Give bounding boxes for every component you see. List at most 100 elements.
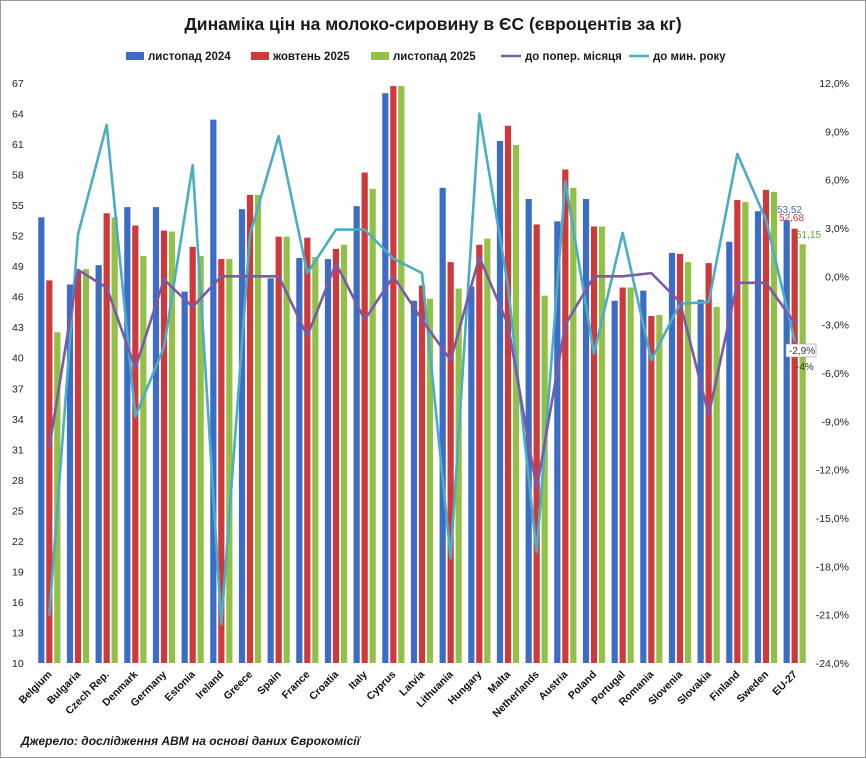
bar-3-poland bbox=[598, 226, 606, 663]
left-tick-label: 25 bbox=[12, 505, 24, 517]
bar-3-malta bbox=[512, 145, 520, 663]
bar-1-sweden bbox=[754, 211, 762, 663]
bar-1-italy bbox=[353, 206, 360, 663]
bar-2-cyprus bbox=[390, 86, 397, 664]
bar-2-poland bbox=[590, 226, 598, 663]
bar-2-eu-27 bbox=[791, 228, 798, 663]
bar-3-croatia bbox=[340, 244, 348, 664]
bar-2-romania bbox=[648, 316, 655, 663]
left-tick-label: 67 bbox=[12, 78, 24, 90]
bar-1-eu-27 bbox=[783, 220, 790, 663]
left-tick-label: 43 bbox=[12, 322, 24, 334]
bar-3-lithuania bbox=[455, 288, 462, 663]
bar-3-cyprus bbox=[398, 86, 405, 664]
left-tick-label: 46 bbox=[12, 292, 24, 304]
bar-3-finland bbox=[742, 202, 749, 664]
bar-2-germany bbox=[160, 230, 168, 664]
bar-2-italy bbox=[361, 172, 368, 664]
bar-2-bulgaria bbox=[74, 271, 82, 663]
category-label: France bbox=[280, 669, 313, 702]
right-tick-label: 3,0% bbox=[825, 223, 849, 235]
bar-2-estonia bbox=[189, 246, 196, 663]
bar-1-cyprus bbox=[382, 93, 389, 664]
bar-2-denmark bbox=[132, 225, 139, 663]
legend-label-mom: до попер. місяця bbox=[525, 51, 622, 63]
bar-1-ireland bbox=[210, 119, 217, 663]
bar-1-czech-rep- bbox=[95, 265, 102, 663]
bar-2-slovenia bbox=[676, 253, 684, 663]
bar-2-netherlands bbox=[533, 224, 540, 663]
bar-1-spain bbox=[267, 278, 274, 663]
right-tick-label: 12,0% bbox=[819, 78, 849, 90]
left-tick-label: 55 bbox=[12, 200, 24, 212]
legend-label-nov2024: листопад 2024 bbox=[148, 51, 231, 63]
left-tick-label: 34 bbox=[12, 414, 24, 426]
bar-2-greece bbox=[246, 194, 254, 663]
line-series-group bbox=[48, 112, 796, 626]
legend: листопад 2024 жовтень 2025 листопад 2025… bbox=[126, 51, 726, 63]
bar-1-malta bbox=[496, 141, 504, 663]
bar-3-sweden bbox=[770, 191, 778, 663]
bar-2-finland bbox=[734, 200, 741, 663]
category-label: Sweden bbox=[735, 669, 772, 706]
bar-2-malta bbox=[504, 125, 512, 664]
bar-1-poland bbox=[582, 199, 590, 663]
right-tick-label: -3,0% bbox=[822, 320, 849, 332]
category-label: Cyprus bbox=[364, 669, 398, 703]
right-tick-label: -24,0% bbox=[816, 658, 849, 670]
bar-1-france bbox=[296, 258, 303, 663]
bar-3-ireland bbox=[226, 259, 233, 663]
label-eu27-oct2025: 52,68 bbox=[779, 213, 804, 224]
bar-1-slovenia bbox=[668, 252, 676, 663]
left-tick-label: 61 bbox=[12, 139, 24, 151]
category-label: Ireland bbox=[194, 669, 227, 702]
bar-3-czech-rep- bbox=[111, 217, 118, 663]
left-tick-label: 28 bbox=[12, 475, 24, 487]
left-axis: 10 13 16 19 22 25 28 31 34 37 40 43 46 49 52 55 58 61 64 67 bbox=[12, 78, 24, 670]
label-eu27-mom-box bbox=[785, 343, 817, 358]
bar-3-latvia bbox=[426, 298, 434, 663]
left-tick-label: 37 bbox=[12, 383, 24, 395]
label-eu27-yoy: -4% bbox=[796, 362, 814, 373]
right-tick-label: 9,0% bbox=[825, 126, 849, 138]
bar-1-germany bbox=[152, 207, 160, 663]
bar-1-latvia bbox=[410, 300, 418, 663]
right-tick-label: 6,0% bbox=[825, 175, 849, 187]
left-tick-label: 52 bbox=[12, 231, 24, 243]
chart-title: Динаміка цін на молоко-сировину в ЄС (єв… bbox=[184, 14, 681, 34]
left-tick-label: 19 bbox=[12, 566, 24, 578]
right-axis: -24,0% -21,0% -18,0% -15,0% -12,0% -9,0% -6,0%… bbox=[816, 78, 849, 670]
bar-2-france bbox=[304, 237, 311, 664]
bar-3-italy bbox=[369, 188, 376, 663]
bar-1-netherlands bbox=[525, 199, 532, 663]
source-note: Джерело: дослідження АВМ на основі даних… bbox=[20, 734, 362, 748]
bar-1-austria bbox=[554, 221, 561, 663]
left-tick-label: 58 bbox=[12, 170, 24, 182]
bar-1-croatia bbox=[324, 259, 332, 663]
eu27-data-labels: 53,52 52,68 51,15 -2,9% -4% bbox=[777, 205, 821, 373]
bar-3-portugal bbox=[627, 287, 634, 663]
right-tick-label: -18,0% bbox=[816, 561, 849, 573]
category-label: Austria bbox=[536, 669, 570, 703]
bar-3-spain bbox=[283, 236, 290, 663]
bar-2-spain bbox=[275, 236, 282, 663]
bar-2-czech-rep- bbox=[103, 213, 110, 663]
bar-2-latvia bbox=[418, 285, 426, 663]
bar-2-portugal bbox=[619, 287, 626, 663]
bar-1-bulgaria bbox=[66, 284, 74, 663]
bar-3-netherlands bbox=[541, 295, 548, 663]
label-eu27-nov2024: 53,52 bbox=[777, 205, 802, 216]
line-series-mom bbox=[48, 255, 796, 491]
bar-1-hungary bbox=[468, 286, 475, 663]
bar-2-lithuania bbox=[447, 262, 454, 663]
bar-3-austria bbox=[570, 187, 577, 663]
category-label: Greece bbox=[221, 669, 255, 703]
line-series-yoy bbox=[48, 112, 796, 626]
bar-3-denmark bbox=[140, 255, 147, 664]
right-tick-label: -21,0% bbox=[816, 610, 849, 622]
bar-1-belgium bbox=[38, 217, 45, 663]
right-tick-label: -9,0% bbox=[822, 416, 849, 428]
bar-3-greece bbox=[254, 194, 262, 663]
bar-3-romania bbox=[656, 315, 663, 663]
